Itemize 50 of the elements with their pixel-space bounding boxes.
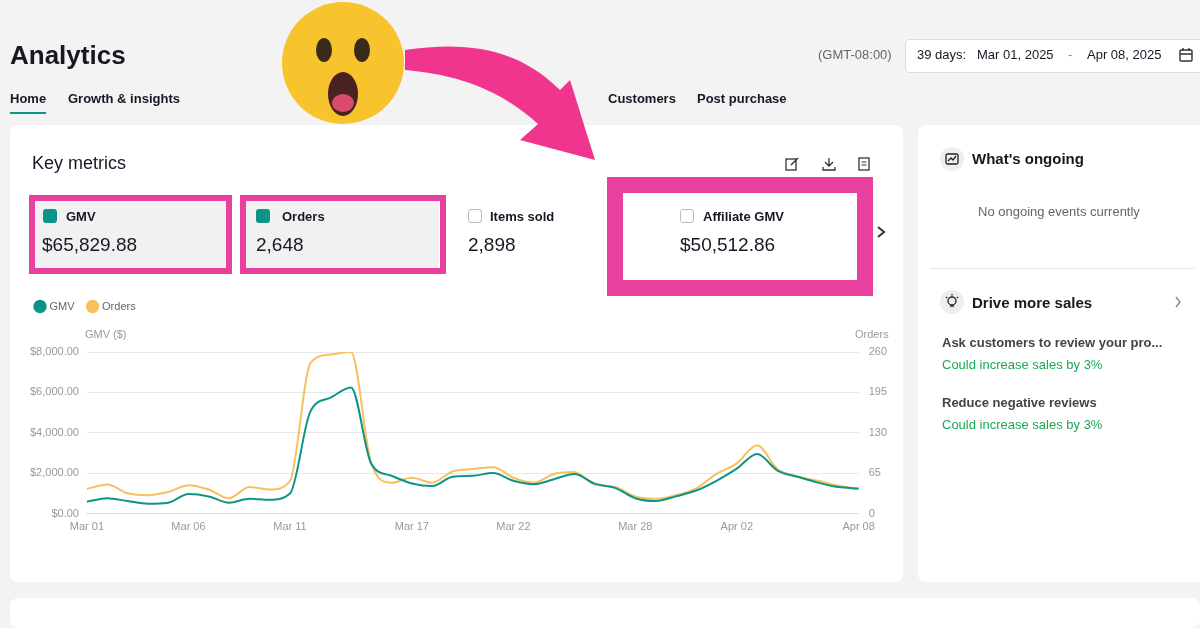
y2-axis-title: Orders bbox=[855, 327, 890, 340]
text: 2,898 bbox=[468, 234, 516, 256]
text: Reduce negative reviews bbox=[942, 395, 1097, 410]
chart-title: Key metrics bbox=[32, 153, 127, 174]
text: Home bbox=[10, 91, 47, 106]
text: Apr 08, 2025 bbox=[1087, 47, 1162, 62]
text: 39 days: bbox=[917, 47, 967, 62]
legend-label: GMV bbox=[49, 299, 76, 312]
y-tick-label: $8,000.00 bbox=[30, 345, 79, 358]
y2-tick-label: 260 bbox=[868, 345, 888, 358]
text: $65,829.88 bbox=[42, 234, 138, 256]
text: (GMT-08:00) bbox=[818, 47, 892, 62]
text: Ask customers to review your pro... bbox=[942, 335, 1163, 350]
text: What's ongoing bbox=[972, 150, 1084, 167]
x-tick-label: Mar 17 bbox=[394, 520, 429, 533]
y2-tick-label: 0 bbox=[868, 506, 875, 519]
text: $50,512.86 bbox=[680, 234, 776, 256]
text: Customers bbox=[608, 91, 676, 106]
text: Affiliate GMV bbox=[703, 209, 784, 224]
y2-tick-label: 130 bbox=[868, 425, 888, 438]
text: Could increase sales by 3% bbox=[942, 357, 1103, 372]
y-tick-label: $6,000.00 bbox=[30, 385, 79, 398]
text: Items sold bbox=[490, 209, 555, 224]
x-tick-label: Apr 02 bbox=[720, 520, 754, 533]
y-axis-title: GMV ($) bbox=[84, 327, 127, 340]
text: Post purchase bbox=[697, 91, 787, 106]
text: - bbox=[1068, 47, 1073, 62]
y2-tick-label: 195 bbox=[868, 385, 888, 398]
x-tick-label: Mar 06 bbox=[171, 520, 206, 533]
line-series bbox=[85, 386, 860, 505]
y-tick-label: $0.00 bbox=[51, 506, 79, 519]
y-tick-label: $4,000.00 bbox=[30, 425, 79, 438]
text: No ongoing events currently bbox=[978, 204, 1140, 219]
text: Analytics bbox=[10, 40, 126, 71]
text: Mar 01, 2025 bbox=[977, 47, 1054, 62]
text: Could increase sales by 3% bbox=[942, 417, 1103, 432]
y2-tick-label: 65 bbox=[868, 466, 881, 479]
line-series bbox=[85, 352, 860, 500]
text: Drive more sales bbox=[972, 294, 1093, 311]
text: GMV bbox=[66, 209, 96, 224]
text: Growth & insights bbox=[68, 91, 180, 106]
y-tick-label: $2,000.00 bbox=[30, 466, 79, 479]
x-tick-label: Mar 11 bbox=[273, 520, 307, 533]
x-tick-label: Mar 01 bbox=[69, 520, 105, 533]
legend-label: Orders bbox=[102, 299, 137, 312]
text: 2,648 bbox=[256, 234, 304, 256]
x-tick-label: Mar 22 bbox=[496, 520, 531, 533]
x-tick-label: Apr 08 bbox=[842, 520, 875, 533]
x-tick-label: Mar 28 bbox=[618, 520, 653, 533]
text: Orders bbox=[282, 209, 325, 224]
